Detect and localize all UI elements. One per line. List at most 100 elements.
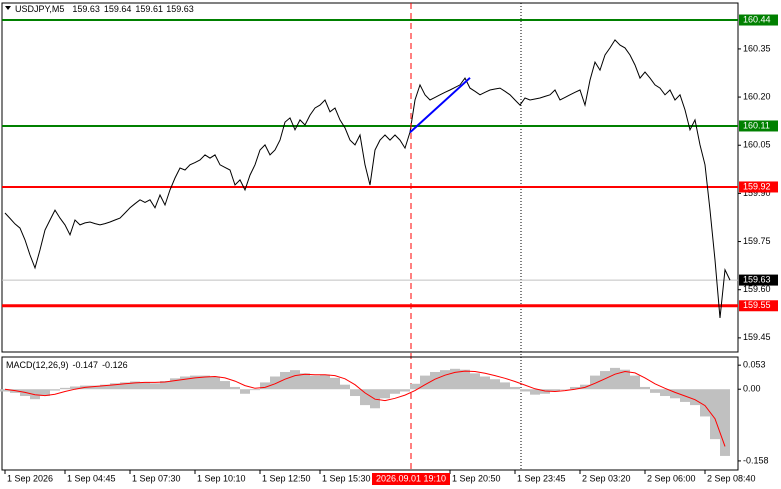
macd-bar [130,381,140,390]
bid-label: 159.63 [743,274,771,284]
macd-bar [720,389,730,456]
macd-bar [250,389,260,391]
macd-bar [470,373,480,390]
macd-bar [520,389,530,392]
x-tick-label: 1 Sep 15:30 [322,473,371,483]
level-label-box [739,300,778,312]
macd-bar [260,382,270,390]
macd-bar [170,378,180,390]
macd-bar [620,369,630,390]
x-tick-label: 1 Sep 2026 [7,473,53,483]
x-tick-label: 1 Sep 23:45 [517,473,566,483]
y-tick-label: 160.35 [743,43,771,53]
ohlc-value: 159.64 [104,4,132,14]
macd-bar [480,376,490,390]
ohlc-value: 159.61 [135,4,163,14]
macd-bar [390,389,400,394]
macd-bar [230,386,240,390]
macd-bar [640,386,650,390]
y-tick-label: 0.053 [743,360,766,370]
y-tick-label: 160.05 [743,140,771,150]
macd-bar [610,367,620,390]
macd-bar [0,389,10,392]
macd-bar [550,389,560,392]
x-tick-label: 1 Sep 10:10 [197,473,246,483]
macd-bar [200,375,210,390]
ohlc-value: 159.63 [72,4,100,14]
macd-bar [400,389,410,392]
macd-bar [430,371,440,390]
macd-bar [660,389,670,397]
macd-bar [510,386,520,390]
trendline [409,77,471,134]
indicator-title: MACD(12,26,9) [6,360,69,370]
macd-bar [140,381,150,390]
macd-bar [290,370,300,390]
macd-bar [350,389,360,397]
macd-bar [490,379,500,390]
y-tick-label: 159.75 [743,236,771,246]
bid-label-box [739,274,778,286]
macd-bar [330,377,340,390]
price-line [4,39,731,319]
crosshair-label: 2026.09.01 19:10 [376,473,446,483]
x-tick-label: 2 Sep 06:00 [647,473,696,483]
signal-line [4,370,726,447]
macd-bar [410,383,420,390]
indicator-value: -0.126 [102,360,128,370]
chart-title: USDJPY,M5 [15,4,64,14]
macd-bar [160,381,170,390]
macd-bar [420,375,430,390]
macd-bar [120,382,130,390]
macd-bar [440,370,450,390]
chart-header: USDJPY,M5 159.63 159.64 159.61 159.63 [15,4,194,14]
level-label-box [739,181,778,193]
crosshair-label-box [372,473,450,485]
ohlc-value: 159.63 [166,4,194,14]
y-tick-label: 159.45 [743,332,771,342]
macd-bar [600,371,610,390]
macd-bar [100,384,110,390]
level-label: 160.44 [743,14,771,24]
x-tick-label: 1 Sep 07:30 [132,473,181,483]
x-tick-label: 2 Sep 08:40 [707,473,756,483]
y-tick-label: 0.00 [743,384,761,394]
y-tick-label: 159.90 [743,188,771,198]
macd-bar [90,385,100,390]
level-label-box [739,120,778,132]
x-tick-label: 1 Sep 04:45 [67,473,116,483]
macd-bar [60,387,70,390]
macd-bar [500,382,510,390]
level-label: 159.55 [743,300,771,310]
y-tick-label: 160.20 [743,91,771,101]
x-tick-label: 1 Sep 12:50 [262,473,311,483]
macd-bar [300,373,310,390]
macd-bar [310,375,320,390]
macd-bar [280,371,290,390]
indicator-value: -0.147 [73,360,99,370]
indicator-header: MACD(12,26,9) -0.147 -0.126 [6,360,128,370]
menu-arrow[interactable] [5,6,11,10]
macd-bar [320,374,330,390]
macd-bar [560,389,570,390]
macd-bar [70,386,80,390]
macd-bar [530,389,540,395]
x-tick-label: 2 Sep 03:20 [582,473,631,483]
level-label: 159.92 [743,181,771,191]
macd-bar [180,376,190,390]
macd-bar [700,389,710,417]
macd-bar [340,384,350,390]
macd-bar [690,389,700,406]
y-tick-label: -0.158 [743,455,769,465]
level-label: 160.11 [743,120,770,130]
macd-bar [240,389,250,394]
macd-bar [110,383,120,390]
macd-bar [460,369,470,390]
macd-bar [50,389,60,391]
macd-bar [570,386,580,390]
macd-bar [590,375,600,390]
macd-bar [190,375,200,390]
macd-bar [150,383,160,390]
